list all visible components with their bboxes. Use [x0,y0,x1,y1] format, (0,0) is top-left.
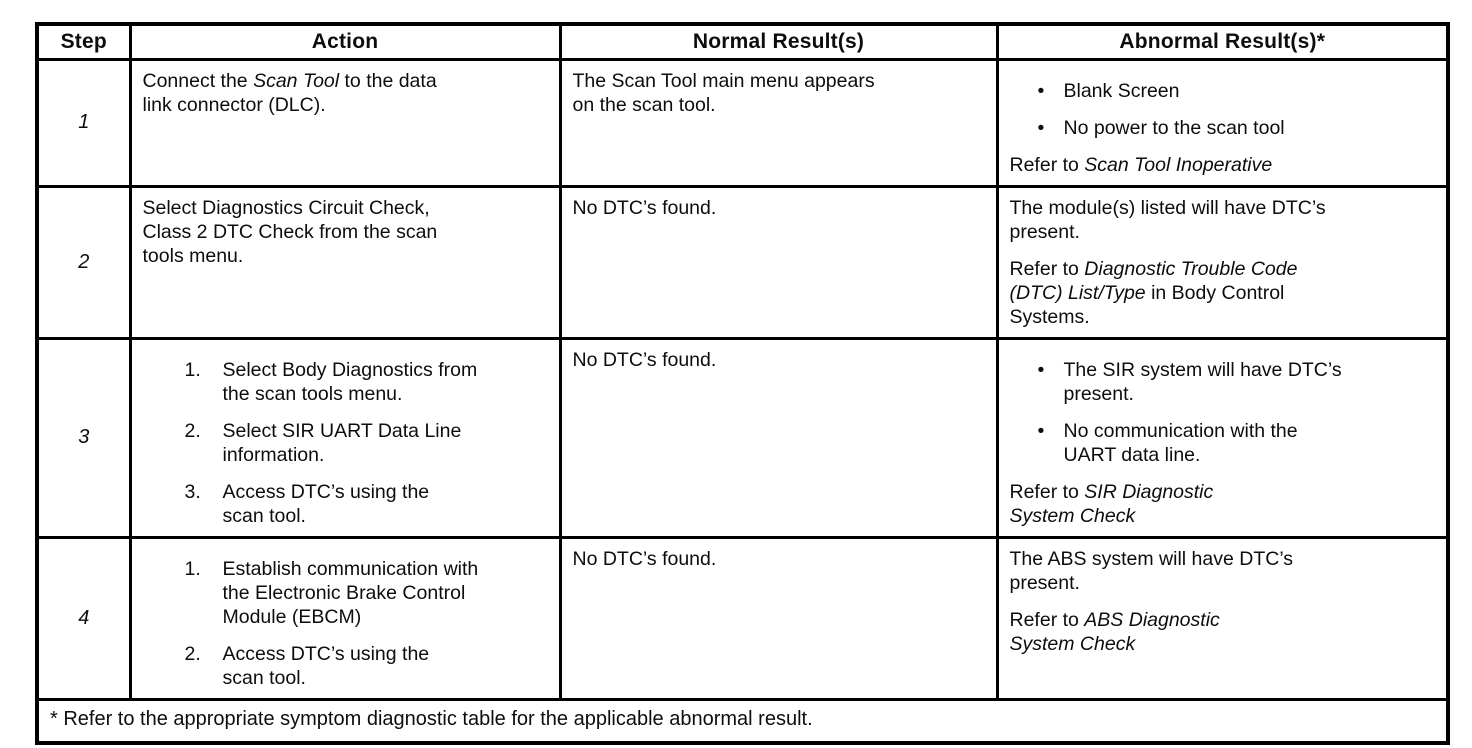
text-run: No communication with the UART data line… [1063,419,1298,466]
table-header: Step Action Normal Result(s) Abnormal Re… [35,22,1450,61]
col-header-abnormal-results: Abnormal Result(s)* [995,22,1450,61]
numbered-item: 3. Access DTC’s using the scan tool. [143,480,549,528]
footnote-row: * Refer to the appropriate symptom diagn… [35,697,1450,745]
step-cell: 3 [35,336,132,539]
bullet-item: • No power to the scan tool [1010,116,1437,140]
bullet-icon: • [1037,419,1045,442]
footnote: * Refer to the appropriate symptom diagn… [35,697,1450,745]
table-body: 1 Connect the Scan Tool to the data link … [35,57,1450,701]
paragraph: Select Diagnostics Circuit Check, Class … [143,196,549,268]
bullet-icon: • [1037,358,1045,381]
paragraph: The Scan Tool main menu appears on the s… [573,69,986,117]
normal-cell: No DTC’s found. [558,184,999,340]
bullet-item: • Blank Screen [1010,79,1437,103]
normal-cell: No DTC’s found. [558,336,999,539]
text-run: No DTC’s found. [572,196,717,219]
text-run: Access DTC’s using the scan tool. [222,480,430,527]
text-run: Blank Screen [1063,79,1180,102]
action-cell: Connect the Scan Tool to the data link c… [128,57,562,188]
list-number: 1. [184,557,201,580]
abnormal-cell: • The SIR system will have DTC’s present.… [995,336,1450,539]
step-cell: 2 [35,184,132,340]
action-cell: 1. Establish communication with the Elect… [128,535,562,701]
abnormal-cell: The module(s) listed will have DTC’s pre… [995,184,1450,340]
text-run: The Scan Tool main menu appears on the s… [572,69,875,116]
text-run: The ABS system will have DTC’s present. [1009,547,1294,594]
numbered-item: 1. Establish communication with the Elect… [143,557,549,629]
col-header-normal-results: Normal Result(s) [558,22,999,61]
numbered-item: 2. Select SIR UART Data Line information. [143,419,549,467]
list-number: 3. [184,480,201,503]
table-row: 1 Connect the Scan Tool to the data link … [35,57,1450,188]
action-cell: 1. Select Body Diagnostics from the scan … [128,336,562,539]
action-cell: Select Diagnostics Circuit Check, Class … [128,184,562,340]
text-run: No power to the scan tool [1063,116,1285,139]
step-cell: 1 [35,57,132,188]
paragraph: No DTC’s found. [573,547,986,571]
paragraph: The ABS system will have DTC’s present. [1010,547,1437,595]
table-row: 3 1. Select Body Diagnostics from the scan… [35,336,1450,539]
col-header-step: Step [35,22,132,61]
list-number: 2. [184,642,201,665]
header-row: Step Action Normal Result(s) Abnormal Re… [35,22,1450,61]
paragraph: No DTC’s found. [573,348,986,372]
paragraph: Connect the Scan Tool to the data link c… [143,69,549,117]
table-row: 4 1. Establish communication with the Elec… [35,535,1450,701]
paragraph: The module(s) listed will have DTC’s pre… [1010,196,1437,244]
paragraph: Refer to SIR Diagnostic System Check [1010,480,1437,528]
bullet-icon: • [1037,79,1045,102]
text-run: Select SIR UART Data Line information. [222,419,462,466]
text-run: Refer to SIR Diagnostic System Check [1009,480,1214,527]
step-cell: 4 [35,535,132,701]
table-footer: * Refer to the appropriate symptom diagn… [35,697,1450,745]
text-run: Refer to ABS Diagnostic System Check [1009,608,1220,655]
text-run: Establish communication with the Electro… [222,557,479,628]
text-run: Select Diagnostics Circuit Check, Class … [142,196,438,267]
text-run: Refer to Scan Tool Inoperative [1009,153,1273,176]
bullet-icon: • [1037,116,1045,139]
abnormal-cell: • Blank Screen • No power to the scan tool R… [995,57,1450,188]
paragraph: Refer to ABS Diagnostic System Check [1010,608,1437,656]
col-header-action: Action [128,22,562,61]
text-run: Refer to Diagnostic Trouble Code (DTC) L… [1009,257,1298,328]
paragraph: Refer to Scan Tool Inoperative [1010,153,1437,177]
diagnostic-table: Step Action Normal Result(s) Abnormal Re… [35,22,1450,745]
bullet-item: • The SIR system will have DTC’s present. [1010,358,1437,406]
text-run: Connect the Scan Tool to the data link c… [142,69,437,116]
list-number: 2. [184,419,201,442]
normal-cell: No DTC’s found. [558,535,999,701]
normal-cell: The Scan Tool main menu appears on the s… [558,57,999,188]
text-run: Select Body Diagnostics from the scan to… [222,358,478,405]
bullet-item: • No communication with the UART data lin… [1010,419,1437,467]
list-number: 1. [184,358,201,381]
numbered-item: 1. Select Body Diagnostics from the scan … [143,358,549,406]
text-run: No DTC’s found. [572,348,717,371]
abnormal-cell: The ABS system will have DTC’s present. R… [995,535,1450,701]
paragraph: No DTC’s found. [573,196,986,220]
paragraph: Refer to Diagnostic Trouble Code (DTC) L… [1010,257,1437,329]
text-run: Access DTC’s using the scan tool. [222,642,430,689]
table-row: 2 Select Diagnostics Circuit Check, Class… [35,184,1450,340]
text-run: The module(s) listed will have DTC’s pre… [1009,196,1326,243]
text-run: No DTC’s found. [572,547,717,570]
numbered-item: 2. Access DTC’s using the scan tool. [143,642,549,690]
text-run: The SIR system will have DTC’s present. [1063,358,1342,405]
